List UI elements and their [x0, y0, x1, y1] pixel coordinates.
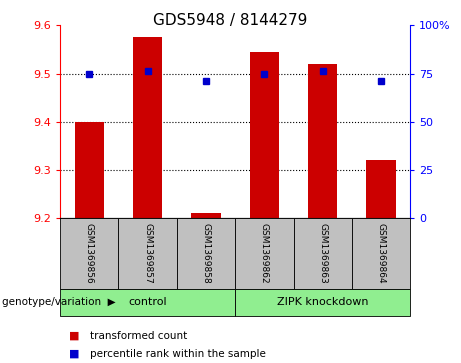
- Text: percentile rank within the sample: percentile rank within the sample: [90, 349, 266, 359]
- Text: control: control: [128, 297, 167, 307]
- Text: GSM1369858: GSM1369858: [201, 223, 210, 284]
- Text: genotype/variation  ▶: genotype/variation ▶: [2, 297, 116, 307]
- Bar: [366, 160, 396, 218]
- Bar: [191, 213, 220, 218]
- Text: ZIPK knockdown: ZIPK knockdown: [277, 297, 368, 307]
- Bar: [133, 37, 162, 218]
- Text: GDS5948 / 8144279: GDS5948 / 8144279: [154, 13, 307, 28]
- Text: GSM1369857: GSM1369857: [143, 223, 152, 284]
- Text: GSM1369864: GSM1369864: [377, 223, 385, 284]
- Text: GSM1369856: GSM1369856: [85, 223, 94, 284]
- Bar: [75, 122, 104, 218]
- Text: transformed count: transformed count: [90, 331, 187, 341]
- Text: GSM1369862: GSM1369862: [260, 223, 269, 284]
- Text: ■: ■: [69, 349, 80, 359]
- Text: ■: ■: [69, 331, 80, 341]
- Bar: [308, 64, 337, 218]
- Text: GSM1369863: GSM1369863: [318, 223, 327, 284]
- Bar: [250, 52, 279, 218]
